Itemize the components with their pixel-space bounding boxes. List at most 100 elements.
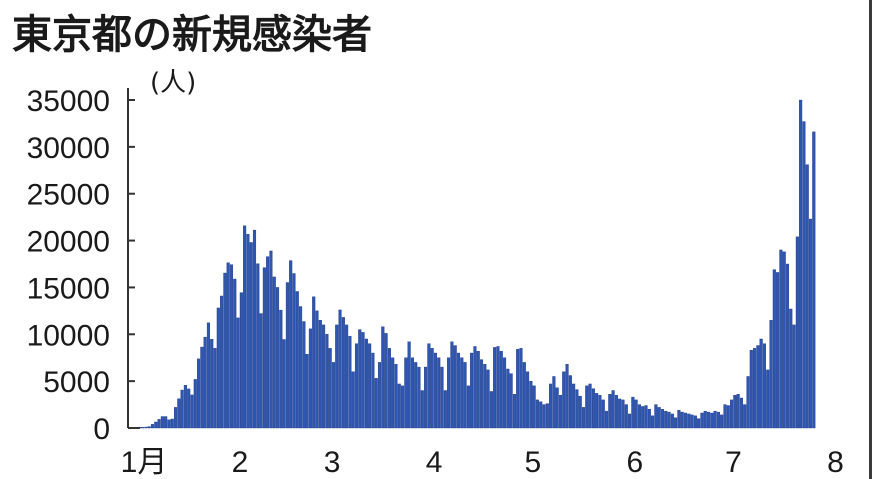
bar bbox=[420, 390, 424, 429]
bar bbox=[641, 406, 645, 429]
y-tick-label: 20000 bbox=[27, 226, 110, 259]
bar bbox=[206, 322, 210, 429]
bar bbox=[243, 225, 247, 429]
bar bbox=[437, 357, 441, 429]
bar bbox=[476, 350, 480, 429]
bar bbox=[779, 249, 783, 429]
bar bbox=[377, 362, 382, 429]
bar bbox=[433, 352, 438, 429]
bar bbox=[466, 385, 470, 429]
bar bbox=[545, 403, 549, 429]
bar bbox=[252, 229, 257, 429]
bar bbox=[502, 357, 507, 429]
bar bbox=[660, 409, 665, 429]
bar bbox=[427, 343, 431, 429]
chart-title: 東京都の新規感染者 bbox=[12, 12, 372, 58]
bar bbox=[634, 399, 638, 429]
bar bbox=[637, 404, 641, 429]
bar bbox=[808, 218, 813, 429]
bar bbox=[229, 264, 234, 429]
bar bbox=[368, 343, 372, 429]
bar bbox=[450, 341, 454, 429]
bar bbox=[789, 308, 793, 429]
bar bbox=[588, 383, 592, 429]
bar bbox=[226, 262, 230, 429]
bar bbox=[341, 317, 345, 429]
bar bbox=[749, 350, 753, 429]
bar bbox=[644, 405, 648, 429]
x-tick-label: 5 bbox=[524, 446, 541, 479]
bar bbox=[180, 389, 184, 429]
bar bbox=[802, 121, 806, 429]
bar bbox=[289, 260, 293, 429]
bar bbox=[315, 310, 319, 429]
bar bbox=[700, 412, 704, 429]
bar bbox=[601, 399, 605, 429]
bar bbox=[483, 364, 487, 429]
bar bbox=[351, 371, 355, 429]
x-tick-label: 8 bbox=[827, 446, 844, 479]
bar bbox=[562, 371, 566, 429]
bar bbox=[657, 407, 661, 429]
bar bbox=[799, 99, 803, 429]
x-tick-label: 1月 bbox=[121, 446, 168, 479]
bar bbox=[555, 387, 559, 429]
bar bbox=[512, 394, 516, 429]
bar bbox=[628, 413, 632, 429]
bar bbox=[430, 348, 434, 429]
bar bbox=[453, 345, 457, 429]
bar bbox=[361, 332, 365, 429]
y-tick-label: 25000 bbox=[27, 179, 110, 212]
bar bbox=[335, 324, 339, 429]
bar bbox=[203, 336, 207, 429]
x-tick-label: 7 bbox=[725, 446, 742, 479]
bar bbox=[739, 397, 743, 429]
bar bbox=[236, 317, 240, 429]
bar bbox=[305, 354, 309, 429]
bar bbox=[147, 426, 151, 429]
bar bbox=[496, 346, 500, 429]
bar bbox=[693, 415, 697, 429]
bar bbox=[654, 404, 658, 429]
bar bbox=[522, 362, 526, 429]
bar bbox=[381, 326, 385, 429]
bar bbox=[730, 399, 734, 429]
bar bbox=[519, 348, 523, 429]
bar bbox=[322, 324, 326, 429]
bar bbox=[358, 329, 362, 429]
bar bbox=[552, 376, 556, 429]
bar bbox=[690, 414, 694, 429]
bar bbox=[670, 413, 674, 429]
bar bbox=[489, 391, 493, 429]
bar bbox=[154, 421, 158, 429]
frame-border bbox=[869, 0, 872, 479]
bar bbox=[539, 401, 543, 429]
bar bbox=[647, 409, 651, 429]
bar bbox=[723, 404, 727, 429]
bar bbox=[249, 242, 253, 429]
bar bbox=[753, 348, 757, 429]
bar bbox=[759, 338, 763, 429]
y-tick-label: 10000 bbox=[27, 319, 110, 352]
bar bbox=[493, 347, 497, 429]
bar bbox=[157, 419, 161, 429]
y-tick-label: 5000 bbox=[43, 366, 110, 399]
bar bbox=[173, 407, 178, 429]
bar bbox=[558, 395, 563, 429]
bar bbox=[141, 427, 145, 429]
bar bbox=[572, 383, 576, 429]
bar bbox=[733, 395, 737, 429]
bar bbox=[262, 267, 266, 429]
bar bbox=[223, 272, 227, 429]
bar bbox=[354, 343, 359, 429]
bar bbox=[447, 357, 451, 429]
bar bbox=[618, 398, 622, 429]
bar bbox=[443, 390, 447, 429]
bar bbox=[782, 251, 786, 429]
bar bbox=[371, 352, 375, 429]
bar bbox=[486, 369, 490, 429]
bar bbox=[160, 416, 164, 429]
bar bbox=[614, 395, 618, 429]
bar bbox=[785, 263, 790, 429]
bar bbox=[710, 412, 714, 429]
